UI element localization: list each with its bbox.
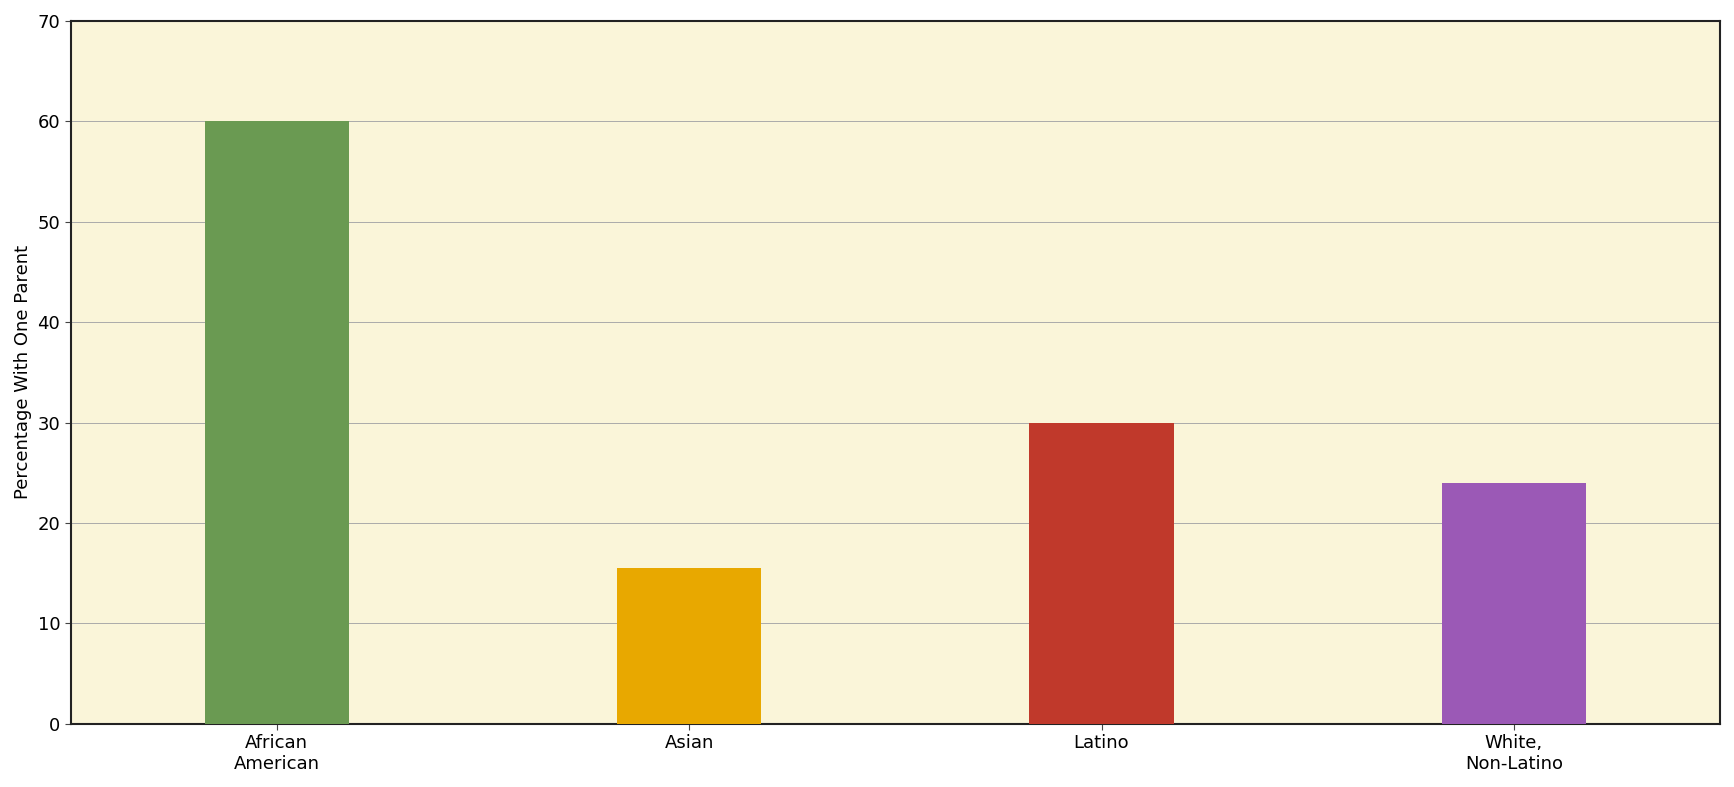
Bar — [1441, 483, 1587, 724]
Y-axis label: Percentage With One Parent: Percentage With One Parent — [14, 246, 31, 500]
Bar — [205, 121, 349, 724]
Bar — [617, 568, 761, 724]
Bar — [1030, 423, 1174, 724]
